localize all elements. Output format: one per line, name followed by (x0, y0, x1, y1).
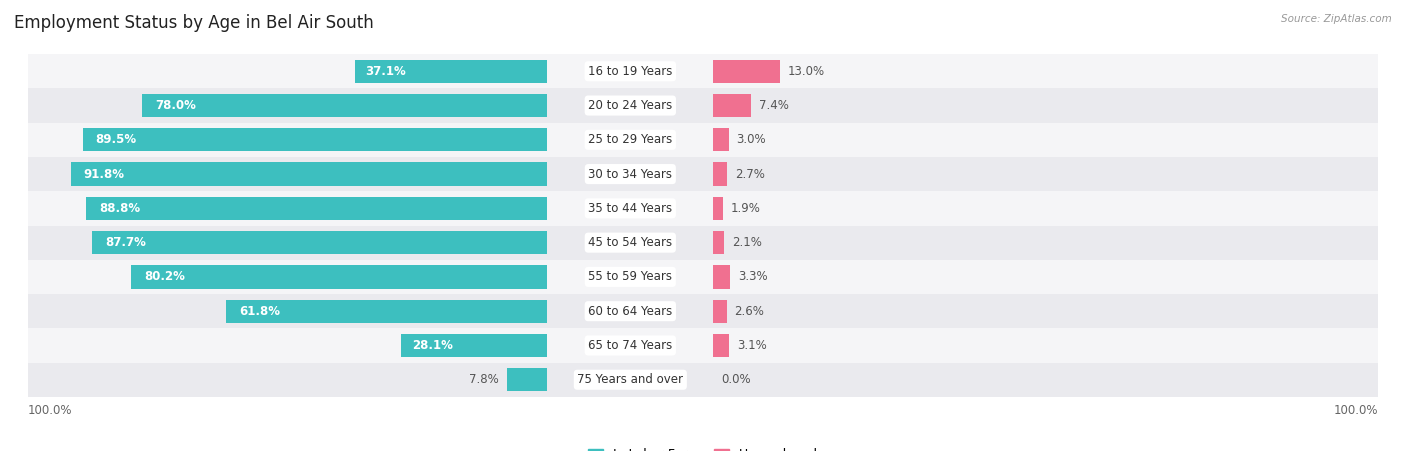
Text: Source: ZipAtlas.com: Source: ZipAtlas.com (1281, 14, 1392, 23)
Bar (401, 334, 547, 357)
Text: 35 to 44 Years: 35 to 44 Years (588, 202, 672, 215)
Text: 2.7%: 2.7% (735, 168, 765, 180)
Bar (28, 226, 1378, 260)
Text: 28.1%: 28.1% (412, 339, 453, 352)
Bar (28, 260, 1378, 294)
Bar (226, 299, 547, 323)
Text: 100.0%: 100.0% (1333, 405, 1378, 418)
Text: 78.0%: 78.0% (155, 99, 197, 112)
Bar (83, 128, 547, 152)
Text: 7.4%: 7.4% (759, 99, 789, 112)
Bar (28, 54, 1378, 88)
Bar (28, 363, 1378, 397)
Bar (713, 265, 730, 289)
Text: 0.0%: 0.0% (721, 373, 751, 386)
Text: 25 to 29 Years: 25 to 29 Years (588, 133, 672, 146)
Text: 20 to 24 Years: 20 to 24 Years (588, 99, 672, 112)
Text: 37.1%: 37.1% (366, 65, 406, 78)
Bar (713, 94, 751, 117)
Text: 13.0%: 13.0% (787, 65, 824, 78)
Text: 80.2%: 80.2% (143, 271, 184, 283)
Text: 16 to 19 Years: 16 to 19 Years (588, 65, 672, 78)
Bar (506, 368, 547, 391)
Text: 87.7%: 87.7% (105, 236, 146, 249)
Text: 30 to 34 Years: 30 to 34 Years (588, 168, 672, 180)
Text: 45 to 54 Years: 45 to 54 Years (588, 236, 672, 249)
Bar (28, 157, 1378, 191)
Legend: In Labor Force, Unemployed: In Labor Force, Unemployed (583, 443, 823, 451)
Text: 89.5%: 89.5% (96, 133, 136, 146)
Bar (713, 334, 730, 357)
Bar (28, 191, 1378, 226)
Text: Employment Status by Age in Bel Air South: Employment Status by Age in Bel Air Sout… (14, 14, 374, 32)
Text: 2.6%: 2.6% (734, 305, 765, 318)
Bar (86, 197, 547, 220)
Bar (142, 94, 547, 117)
Bar (713, 162, 727, 186)
Text: 61.8%: 61.8% (239, 305, 280, 318)
Bar (131, 265, 547, 289)
Text: 2.1%: 2.1% (733, 236, 762, 249)
Bar (354, 60, 547, 83)
Text: 1.9%: 1.9% (731, 202, 761, 215)
Bar (91, 231, 547, 254)
Bar (28, 294, 1378, 328)
Text: 75 Years and over: 75 Years and over (578, 373, 683, 386)
Bar (713, 299, 727, 323)
Bar (28, 88, 1378, 123)
Text: 65 to 74 Years: 65 to 74 Years (588, 339, 672, 352)
Bar (713, 197, 723, 220)
Text: 55 to 59 Years: 55 to 59 Years (588, 271, 672, 283)
Bar (28, 123, 1378, 157)
Text: 3.1%: 3.1% (737, 339, 766, 352)
Bar (70, 162, 547, 186)
Bar (713, 128, 728, 152)
Text: 7.8%: 7.8% (470, 373, 499, 386)
Text: 91.8%: 91.8% (84, 168, 125, 180)
Text: 88.8%: 88.8% (100, 202, 141, 215)
Bar (28, 328, 1378, 363)
Text: 3.3%: 3.3% (738, 271, 768, 283)
Bar (713, 231, 724, 254)
Bar (713, 60, 779, 83)
Text: 60 to 64 Years: 60 to 64 Years (588, 305, 672, 318)
Text: 3.0%: 3.0% (737, 133, 766, 146)
Text: 100.0%: 100.0% (28, 405, 73, 418)
